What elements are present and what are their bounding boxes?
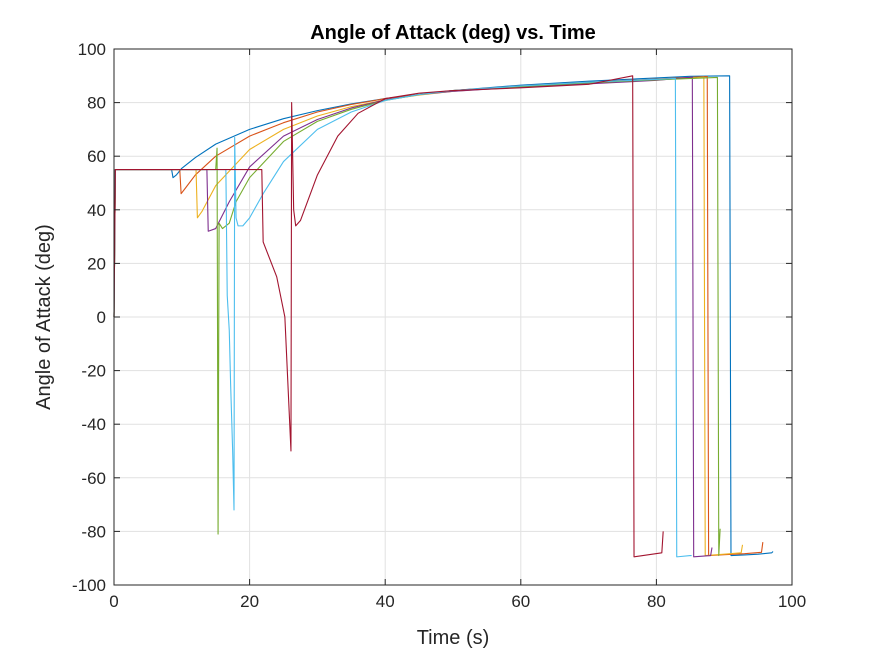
- axes: [113, 48, 793, 586]
- series-line-4: [113, 76, 713, 558]
- x-tick-label: 100: [778, 592, 806, 611]
- y-tick-label: -20: [81, 362, 106, 381]
- y-tick-label: 80: [87, 94, 106, 113]
- y-tick-label: 20: [87, 254, 106, 273]
- y-tick-label: -80: [81, 522, 106, 541]
- chart-title: Angle of Attack (deg) vs. Time: [310, 22, 596, 44]
- x-tick-label: 0: [109, 592, 118, 611]
- x-tick-label: 80: [647, 592, 666, 611]
- y-tick-label: 0: [97, 308, 106, 327]
- tick-labels: 0 20 40 60 80 100 -100 -80 -60 -40 -20 0 20 40 60 80 100: [72, 40, 806, 611]
- series-lines: [113, 75, 774, 558]
- x-tick-label: 40: [376, 592, 395, 611]
- x-axis-label: Time (s): [417, 627, 490, 649]
- y-tick-label: 40: [87, 201, 106, 220]
- y-axis-label: Angle of Attack (deg): [33, 224, 55, 410]
- y-tick-label: 60: [87, 147, 106, 166]
- y-tick-label: -40: [81, 415, 106, 434]
- y-tick-label: -60: [81, 469, 106, 488]
- series-line-7: [113, 75, 664, 558]
- x-tick-label: 20: [240, 592, 259, 611]
- y-tick-label: -100: [72, 576, 106, 595]
- y-tick-label: 100: [78, 40, 106, 59]
- series-line-6: [113, 77, 692, 558]
- x-tick-label: 60: [511, 592, 530, 611]
